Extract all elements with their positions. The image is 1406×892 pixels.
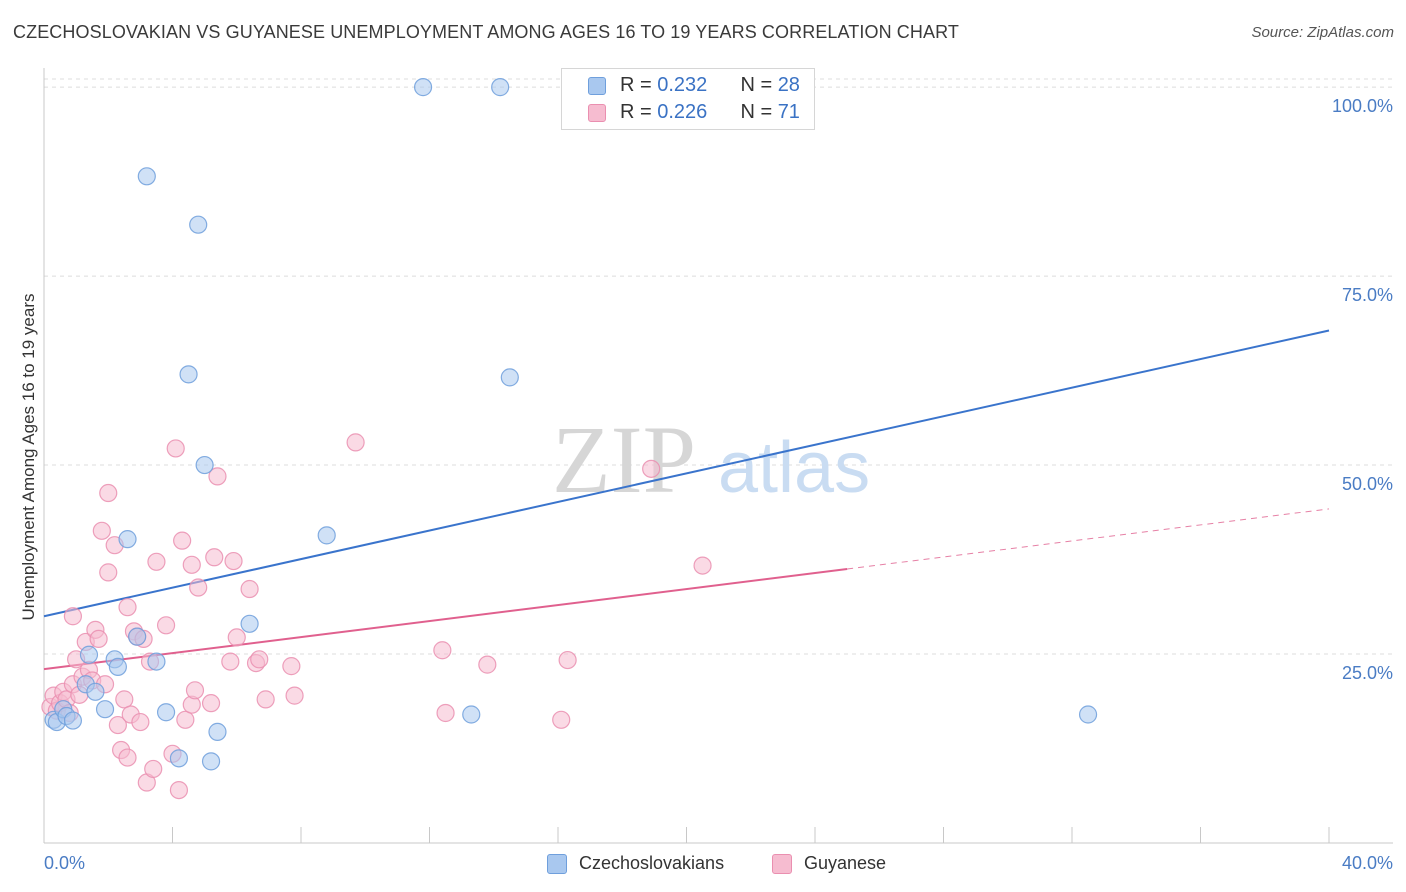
point-guyanese (227, 628, 246, 647)
point-czechoslovakian (128, 627, 147, 646)
point-guyanese (433, 641, 452, 660)
point-guyanese (205, 548, 224, 567)
point-guyanese (552, 710, 571, 729)
watermark-atlas: atlas (718, 428, 870, 508)
legend-label-czech: Czechoslovakians (579, 853, 725, 873)
point-guyanese (201, 694, 221, 713)
point-guyanese (173, 531, 192, 550)
legend-swatch-blue (588, 77, 606, 95)
legend-n-value: 71 (777, 101, 800, 123)
point-czechoslovakian (189, 215, 208, 234)
point-czechoslovakian (147, 652, 166, 671)
point-guyanese (185, 681, 205, 700)
point-guyanese (558, 650, 577, 670)
point-guyanese (99, 483, 118, 503)
x-tick-label: 40.0% (1342, 853, 1393, 873)
point-guyanese (63, 607, 83, 626)
point-guyanese (346, 433, 365, 452)
point-guyanese (208, 467, 227, 486)
watermark: ZIP atlas (552, 406, 870, 513)
point-czechoslovakian (1078, 705, 1098, 724)
chart-title: CZECHOSLOVAKIAN VS GUYANESE UNEMPLOYMENT… (13, 22, 959, 42)
point-czechoslovakian (317, 526, 336, 545)
point-guyanese (642, 459, 661, 478)
point-guyanese (189, 578, 208, 597)
trend-line-extension (847, 508, 1330, 570)
trend-line-guyanese (43, 568, 848, 671)
y-tick-label: 75.0% (1342, 285, 1393, 305)
x-tick-label: 0.0% (44, 853, 85, 873)
point-czechoslovakian (413, 78, 433, 97)
point-czechoslovakian (79, 645, 99, 664)
point-czechoslovakian (491, 78, 510, 97)
point-czechoslovakian (63, 711, 83, 730)
point-czechoslovakian (156, 703, 176, 722)
y-axis-title: Unemployment Among Ages 16 to 19 years (19, 294, 38, 621)
point-guyanese (99, 563, 118, 582)
watermark-zip: ZIP (552, 406, 696, 513)
point-guyanese (176, 710, 195, 729)
point-czechoslovakian (95, 700, 115, 719)
legend-r-value: 0.226 (657, 101, 708, 123)
legend-n-label: N = (740, 101, 778, 123)
point-guyanese (182, 555, 201, 574)
point-guyanese (147, 552, 166, 571)
point-guyanese (256, 690, 275, 709)
legend-swatch-pink (772, 854, 792, 874)
grid-layer (44, 78, 1393, 655)
axis-layer: 25.0% 50.0% 75.0% 100.0% 0.0% 40.0% (43, 68, 1393, 873)
point-czechoslovakian (169, 749, 189, 768)
legend-swatch-pink (588, 104, 606, 122)
point-czechoslovakian (179, 365, 198, 384)
point-guyanese (282, 657, 301, 676)
point-czechoslovakian (240, 614, 259, 633)
point-czechoslovakian (108, 657, 127, 676)
point-czechoslovakian (137, 167, 156, 186)
point-guyanese (108, 715, 127, 735)
point-czechoslovakian (195, 455, 214, 475)
point-guyanese (169, 780, 189, 800)
point-guyanese (250, 650, 269, 669)
legend-swatch-blue (547, 854, 567, 874)
point-guyanese (92, 521, 111, 540)
point-czechoslovakian (208, 722, 227, 741)
y-tick-label: 100.0% (1332, 96, 1393, 116)
point-guyanese (144, 759, 163, 779)
y-tick-label: 50.0% (1342, 474, 1393, 494)
point-guyanese (478, 655, 497, 674)
stats-legend: R = 0.232 N = 28 R = 0.226 N = 71 (561, 68, 815, 130)
point-guyanese (693, 556, 712, 575)
trend-line-czech (43, 329, 1330, 618)
legend-r-label: R = (620, 74, 658, 96)
point-guyanese (285, 686, 304, 705)
point-czechoslovakian (118, 530, 137, 549)
point-czechoslovakian (86, 682, 105, 701)
legend-r-label: R = (620, 101, 658, 123)
point-czechoslovakian (462, 705, 481, 724)
point-guyanese (156, 616, 176, 635)
point-guyanese (221, 652, 240, 671)
y-tick-label: 25.0% (1342, 663, 1393, 683)
point-czechoslovakian (500, 368, 519, 387)
point-guyanese (436, 703, 455, 723)
legend-n-label: N = (740, 74, 778, 96)
point-guyanese (89, 629, 108, 649)
point-guyanese (240, 579, 259, 599)
point-guyanese (118, 598, 137, 617)
source-label: Source: ZipAtlas.com (1251, 24, 1394, 41)
point-guyanese (115, 690, 134, 709)
legend-n-value: 28 (777, 74, 800, 96)
point-guyanese (131, 712, 150, 732)
legend-r-value: 0.232 (657, 74, 708, 96)
point-czechoslovakian (201, 752, 221, 771)
point-guyanese (224, 551, 243, 571)
point-guyanese (166, 439, 185, 458)
trend-layer (43, 329, 1330, 671)
legend-label-guyanese: Guyanese (804, 853, 887, 873)
point-guyanese (118, 748, 137, 767)
points-layer (41, 78, 1098, 800)
